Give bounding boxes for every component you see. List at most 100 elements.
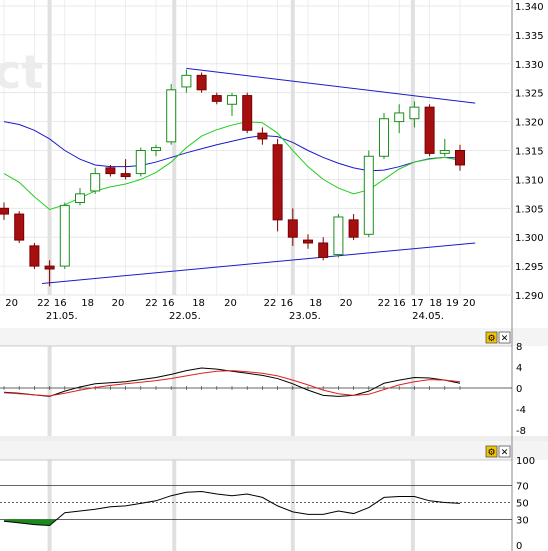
hour-tick-label: 20 (340, 298, 353, 309)
osc-tick-label: 50 (516, 499, 529, 510)
price-tick-label: 1.315 (515, 147, 544, 158)
macd-config-icon[interactable] (485, 331, 498, 344)
candle-body (318, 242, 329, 258)
hour-tick-label: 16 (280, 298, 293, 309)
candle-body (455, 150, 465, 166)
osc-line (3, 490, 461, 526)
price-tick-label: 1.310 (515, 175, 544, 186)
price-tick-label: 1.305 (515, 204, 544, 215)
hour-tick-label: 18 (309, 298, 322, 309)
candle (181, 69, 192, 93)
macd-close-button[interactable]: ✕ (498, 331, 511, 344)
hour-tick-label: 18 (429, 298, 442, 309)
osc-header (0, 441, 548, 460)
hour-tick-label: 20 (224, 298, 237, 309)
hour-tick-label: 18 (81, 298, 94, 309)
candle (75, 188, 85, 206)
candle (29, 242, 40, 269)
candle-body (211, 95, 222, 102)
price-tick-label: 1.340 (515, 2, 544, 13)
candle (196, 72, 207, 93)
candle-body (135, 150, 146, 175)
session-separator (410, 0, 415, 295)
macd-config-button[interactable]: ⚙ (485, 331, 498, 344)
candle (0, 202, 9, 220)
candle-body (227, 95, 237, 105)
candle (151, 144, 161, 157)
candle-body (151, 147, 161, 152)
candle (424, 104, 435, 157)
hour-tick-label: 20 (463, 298, 476, 309)
candle-body (379, 118, 389, 157)
macd-tick-label: 8 (516, 342, 522, 353)
candle-body (105, 167, 116, 175)
price-tick-label: 1.295 (515, 262, 544, 273)
candle (90, 167, 101, 194)
session-separator (290, 346, 295, 436)
candle-body (242, 95, 253, 131)
hour-tick-label: 18 (192, 298, 205, 309)
hour-tick-label: 16 (393, 298, 406, 309)
price-tick-label: 1.300 (515, 233, 544, 244)
candle (287, 208, 298, 246)
macd-line (3, 367, 461, 397)
trendline (41, 242, 476, 284)
candle-body (120, 173, 131, 178)
candle (44, 260, 55, 287)
session-separator (47, 346, 52, 436)
candle-body (181, 74, 192, 88)
osc-close-glyph: ✕ (501, 448, 509, 458)
candle (257, 127, 268, 145)
candle (242, 92, 253, 134)
ma-slow-line (3, 121, 461, 172)
candle-body (0, 207, 9, 215)
candle (166, 84, 177, 145)
candle-body (424, 106, 435, 154)
candle (59, 202, 70, 269)
macd-tick-label: 4 (516, 363, 522, 374)
candle (120, 159, 131, 180)
candle (348, 214, 359, 241)
candle (303, 234, 313, 249)
candle (135, 147, 146, 177)
panel-gap (0, 436, 548, 441)
candle-body (394, 112, 405, 123)
macd-close-icon[interactable] (498, 331, 511, 344)
trendline (186, 67, 476, 104)
osc-config-icon[interactable] (485, 445, 498, 458)
candle (272, 138, 283, 232)
osc-tick-label: 0 (516, 541, 522, 551)
price-tick-label: 1.325 (515, 89, 544, 100)
candle-body (303, 239, 313, 244)
macd-panel (0, 367, 512, 397)
macd-config-glyph: ⚙ (487, 334, 495, 344)
candle-body (14, 213, 25, 241)
hour-tick-label: 16 (54, 298, 67, 309)
osc-close-icon[interactable] (498, 445, 511, 458)
axis-layer: 1.340 1.335 1.330 1.325 1.320 1.315 1.310 1.305… (5, 2, 543, 551)
candle-body (44, 265, 55, 270)
candle (14, 211, 25, 243)
osc-close-button[interactable]: ✕ (498, 445, 511, 458)
price-tick-label: 1.330 (515, 60, 544, 71)
candle-body (29, 245, 40, 267)
macd-tick-label: 0 (516, 384, 522, 395)
price-tick-label: 1.290 (515, 291, 544, 302)
date-label: 21.05. (46, 311, 78, 322)
hour-tick-label: 22 (378, 298, 391, 309)
macd-tick-label: -8 (516, 426, 526, 437)
osc-tick-label: 70 (516, 482, 529, 493)
candle (363, 150, 374, 238)
watermark-text: ct (0, 45, 43, 99)
osc-config-glyph: ⚙ (487, 448, 495, 458)
candle-body (409, 106, 420, 120)
candle (379, 112, 389, 160)
macd-tick-label: -4 (516, 405, 526, 416)
session-separator (410, 346, 415, 436)
hour-tick-label: 20 (5, 298, 18, 309)
osc-tick-label: 30 (516, 516, 529, 527)
price-tick-label: 1.320 (515, 118, 544, 129)
candle (318, 237, 329, 261)
osc-config-button[interactable]: ⚙ (485, 445, 498, 458)
